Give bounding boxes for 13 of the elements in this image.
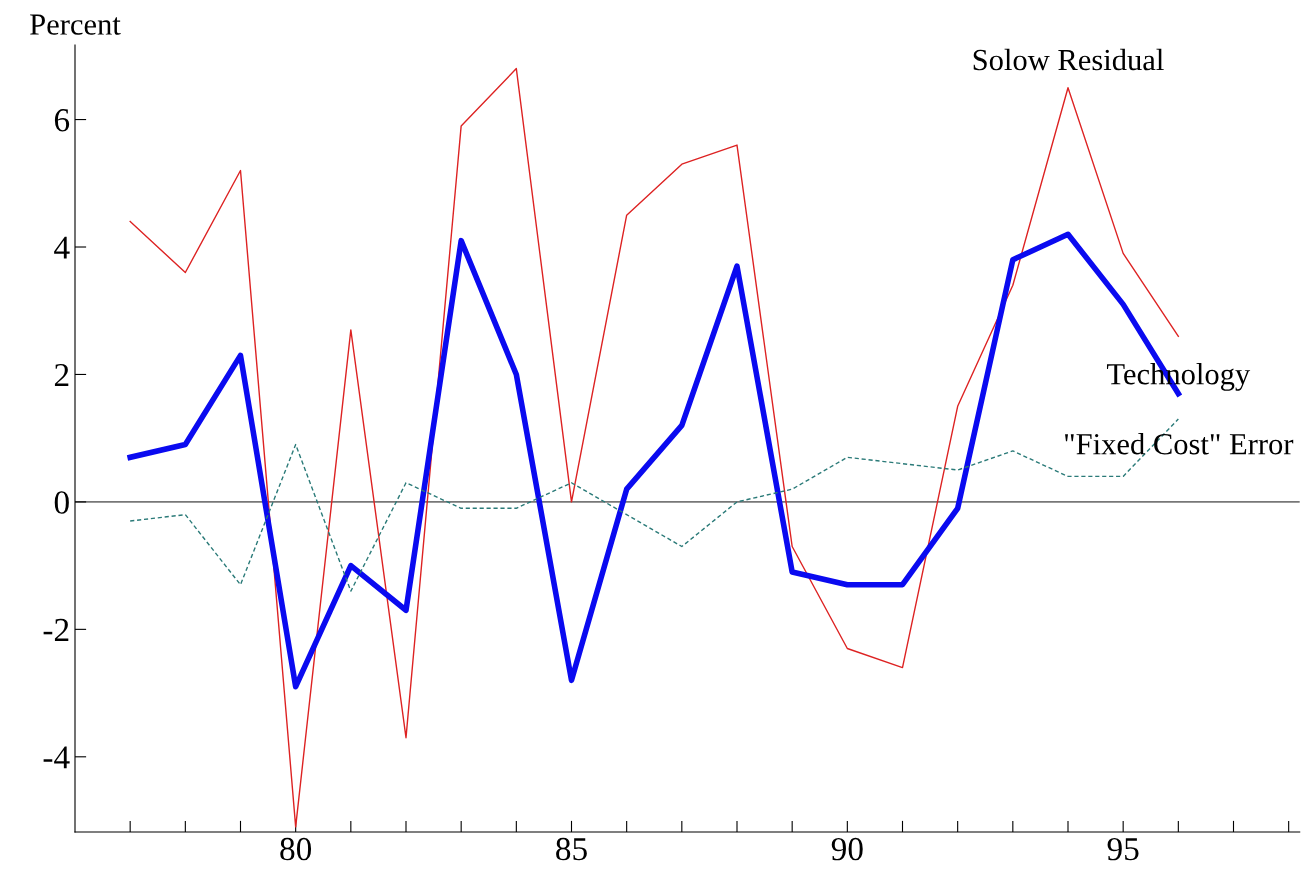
series-label: Solow Residual [973, 48, 1164, 71]
x-tick-label: 90 [831, 837, 863, 861]
y-tick-label: -2 [43, 618, 69, 641]
x-tick-label: 85 [556, 837, 587, 861]
y-tick-label: 2 [54, 363, 69, 387]
series-label: "Fixed Cost" Error [1065, 432, 1294, 455]
y-tick-label: 6 [54, 109, 70, 132]
y-tick-label: -4 [43, 746, 70, 769]
y-tick-label: 0 [54, 491, 69, 514]
y-tick-label: 4 [54, 236, 70, 259]
x-tick-label: 95 [1107, 837, 1139, 861]
y-axis-title: Percent [30, 14, 121, 35]
x-tick-label: 80 [280, 837, 312, 861]
